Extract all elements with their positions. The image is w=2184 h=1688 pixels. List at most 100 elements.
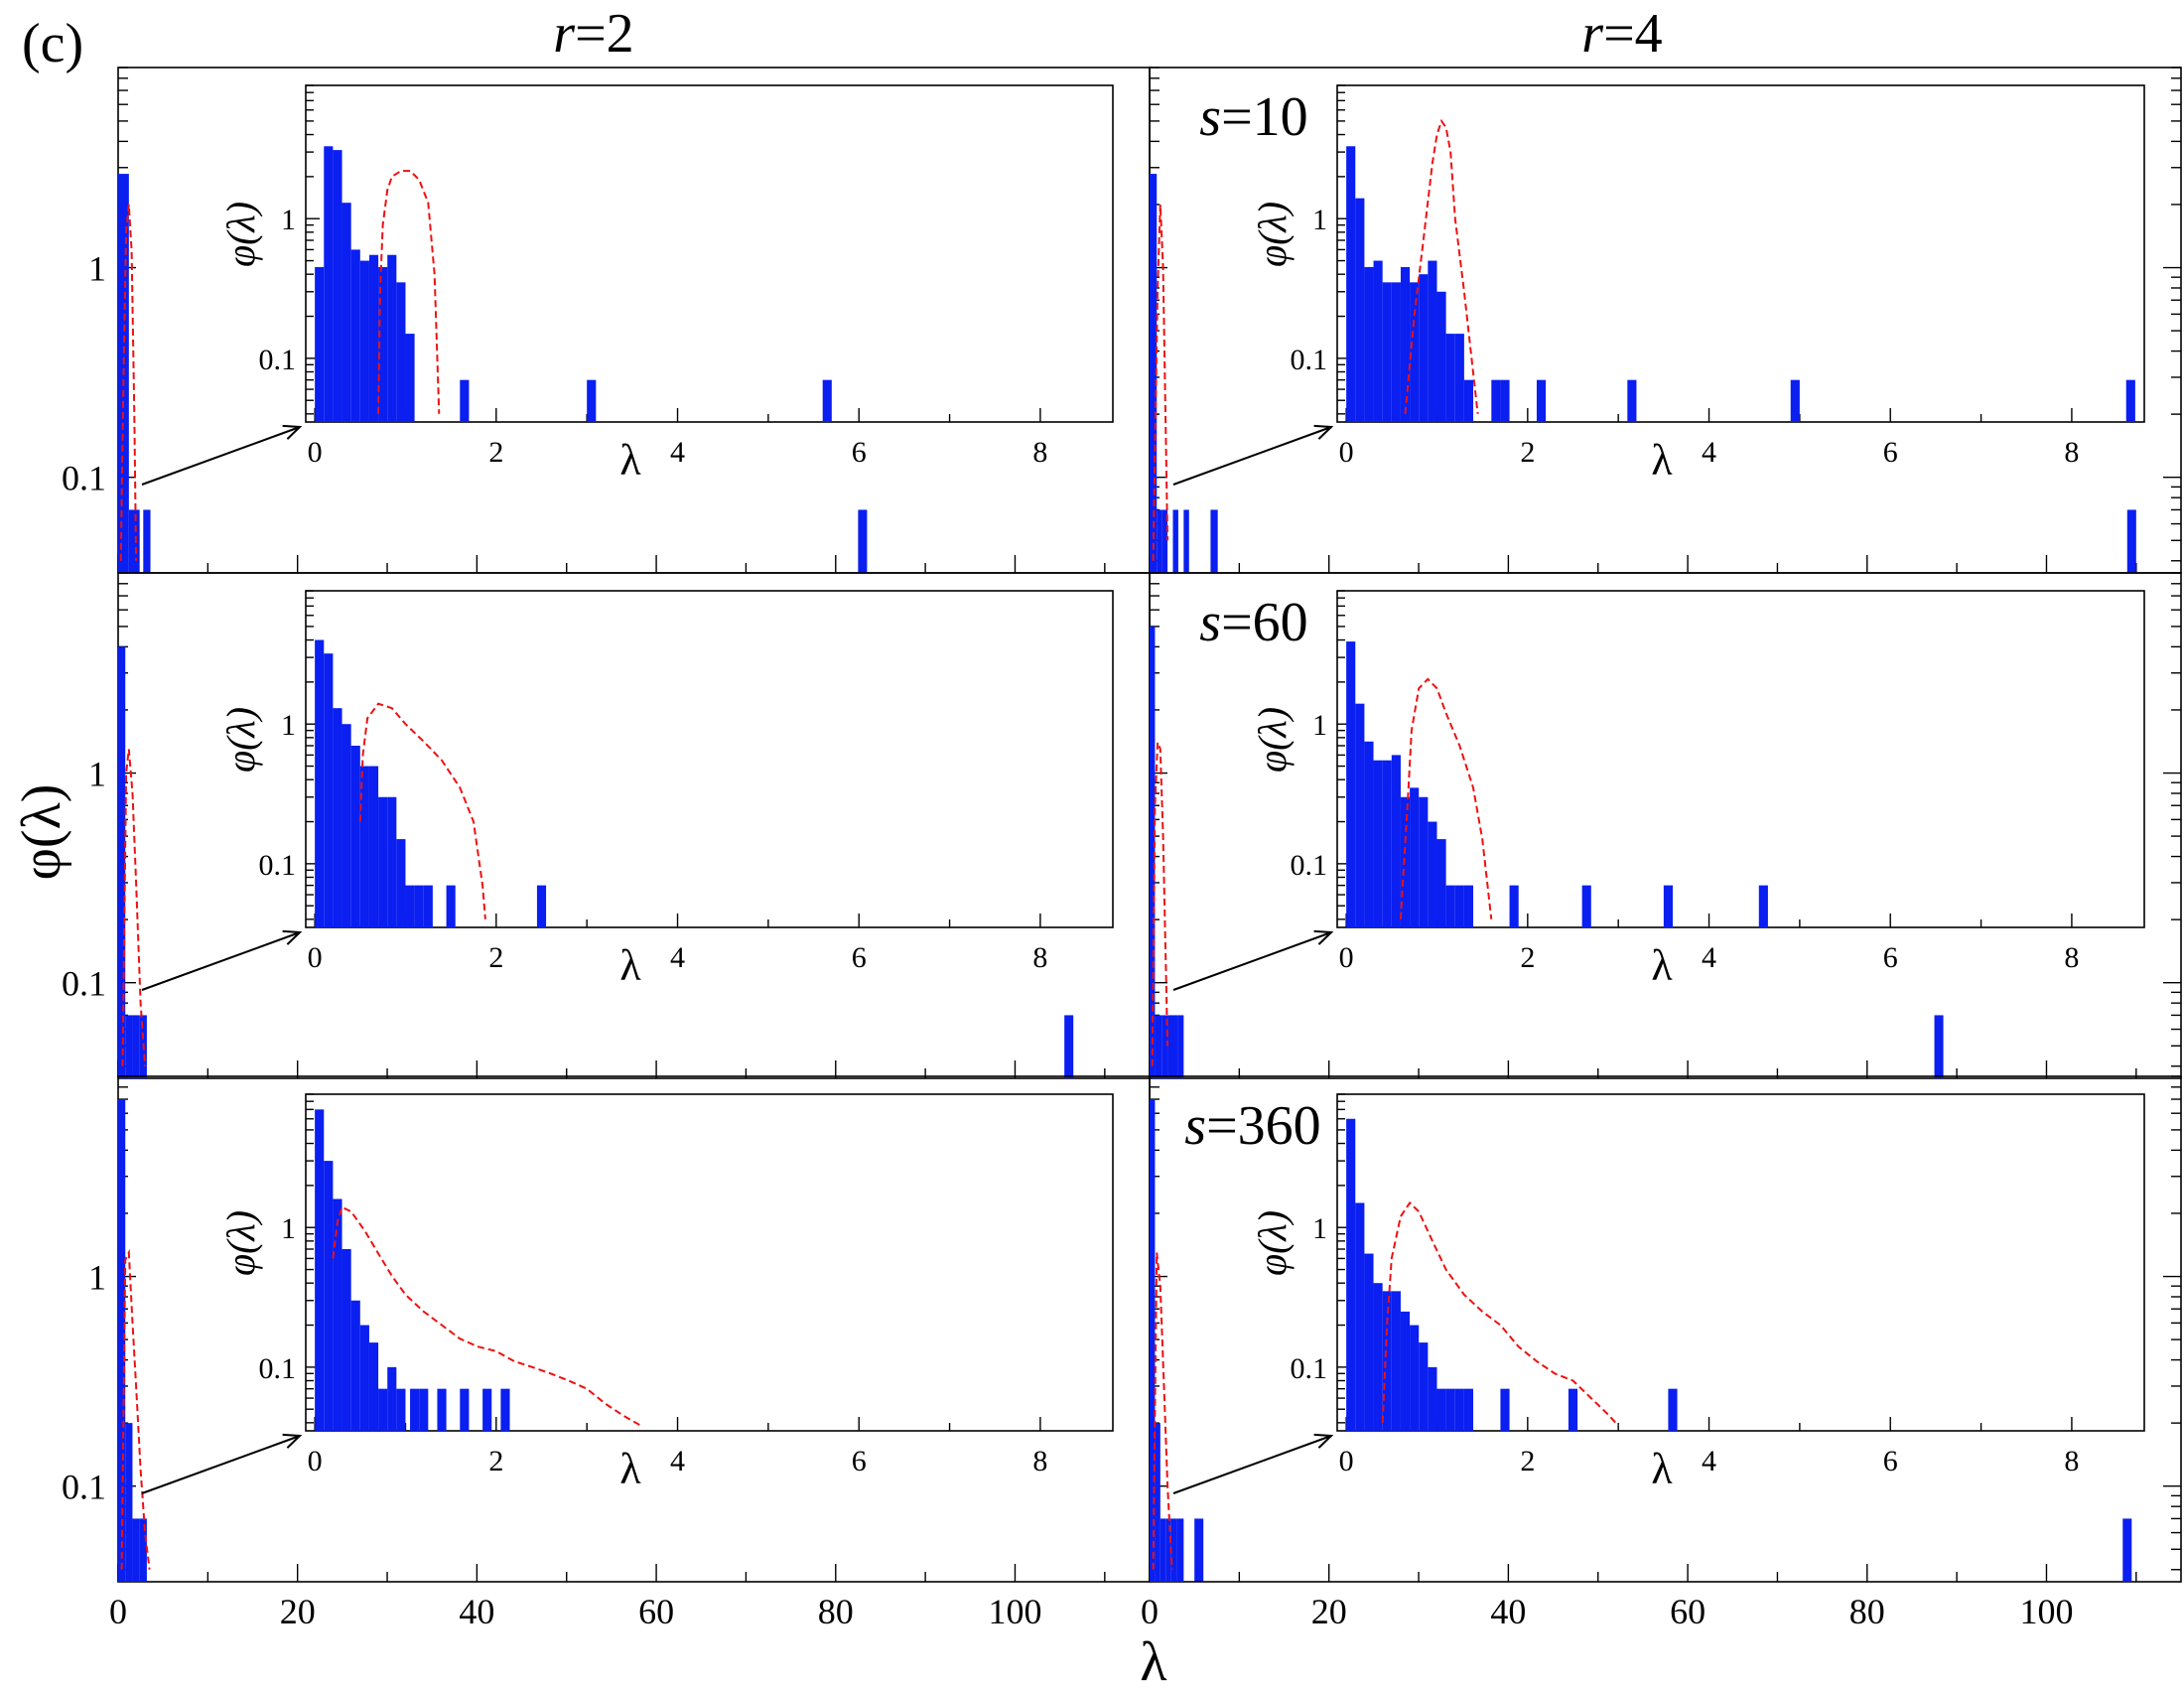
main-theory-curve xyxy=(120,1248,151,1570)
y-axis-title: φ(λ) xyxy=(11,784,72,881)
main-histogram-bar xyxy=(1183,509,1189,573)
main-frame xyxy=(117,1075,1151,1583)
y-axis-title-group: φ(λ) xyxy=(11,784,72,881)
inset-y-axis-title: φ(λ) xyxy=(1250,1210,1295,1276)
inset-histogram-bar xyxy=(333,150,342,423)
main-histogram-bar xyxy=(858,509,868,573)
inset-histogram-bar xyxy=(1355,703,1365,927)
inset-histogram-bar xyxy=(359,1325,369,1431)
main-histogram-bar xyxy=(1155,1015,1162,1078)
column-title-r4-var: r xyxy=(1581,3,1603,65)
main-histogram-bar xyxy=(1167,1015,1173,1078)
column-title-r2-var: r xyxy=(553,3,575,65)
inset-histogram-bar xyxy=(324,146,334,422)
inset-histogram-bar xyxy=(1346,641,1356,927)
inset-histogram-bar xyxy=(341,1249,351,1431)
inset-y-tick-label: 1 xyxy=(281,204,296,236)
main-histogram-bar xyxy=(1165,1518,1171,1582)
column-title-r2-value: =2 xyxy=(575,3,634,65)
main-histogram-bar xyxy=(125,1423,133,1582)
inset-x-tick-label: 2 xyxy=(488,436,503,469)
inset-histogram-bar xyxy=(1391,1291,1401,1431)
inset-frame xyxy=(1336,84,2145,423)
inset-histogram-bar xyxy=(1346,146,1356,422)
inset-histogram-bar xyxy=(1346,1118,1356,1431)
inset-histogram-bar xyxy=(378,796,388,927)
panel-label: (c) xyxy=(22,13,83,74)
inset-histogram-bar xyxy=(419,1388,429,1431)
inset-histogram-bar xyxy=(423,885,433,927)
inset-histogram-bar xyxy=(1454,885,1464,927)
inset-histogram-bar xyxy=(341,203,351,422)
inset-histogram-bar xyxy=(1382,760,1392,927)
main-y-tick-label: 1 xyxy=(88,1258,106,1298)
inset-x-tick-label: 6 xyxy=(1883,436,1898,469)
inset-histogram-bar xyxy=(1463,885,1474,927)
main-histogram-bar xyxy=(1172,509,1178,573)
inset-histogram-bar xyxy=(1491,379,1501,422)
zoom-arrow-line xyxy=(1172,1435,1332,1494)
panel-r4-s360: 0 20 40 60 80 100 0.1 1 0 2 4 6 8 φ(λ) λ s=360 xyxy=(1141,1075,2182,1631)
inset-histogram-bar xyxy=(536,885,547,927)
main-x-tick-label: 20 xyxy=(280,1592,316,1631)
inset-histogram-bar xyxy=(1627,379,1637,422)
zoom-arrow-head xyxy=(282,929,303,945)
inset-histogram-bar xyxy=(1355,1202,1365,1431)
inset-histogram-bar xyxy=(1373,760,1383,927)
main-histogram-bar xyxy=(118,646,126,1078)
main-x-tick-label: 0 xyxy=(1141,1592,1159,1631)
inset-y-tick-label: 1 xyxy=(1312,204,1327,236)
inset-histogram-bar xyxy=(460,1388,470,1431)
inset-x-tick-label: 0 xyxy=(1339,941,1354,974)
inset-frame xyxy=(1336,590,2145,928)
inset-histogram-bar xyxy=(333,708,342,927)
zoom-arrow-line xyxy=(1172,931,1332,991)
inset-histogram-bar xyxy=(1400,1311,1411,1431)
inset-histogram-bar xyxy=(1400,796,1411,927)
main-histogram-bar xyxy=(1176,1518,1184,1582)
inset-x-tick-label: 8 xyxy=(2064,436,2079,469)
inset-x-axis-title: λ xyxy=(619,941,641,990)
inset-histogram-bar xyxy=(324,653,334,927)
inset-histogram-bar xyxy=(414,885,424,927)
inset-histogram-bar xyxy=(333,1198,342,1431)
inset-histogram-bar xyxy=(1436,1388,1446,1431)
inset-histogram-bar xyxy=(1500,379,1510,422)
inset-histogram-bar xyxy=(350,746,360,927)
inset-histogram-bar xyxy=(500,1388,510,1431)
inset-theory-curve xyxy=(332,1205,642,1427)
inset-histogram-bar xyxy=(396,1388,406,1431)
inset-x-axis-title: λ xyxy=(619,436,641,485)
inset-histogram-bar xyxy=(2125,379,2135,422)
main-histogram-bar xyxy=(1210,509,1218,573)
main-histogram-bar xyxy=(1194,1518,1204,1582)
column-title-r2: r=2 xyxy=(553,3,633,65)
inset-histogram-bar xyxy=(1419,796,1429,927)
main-theory-curve xyxy=(121,749,147,1066)
inset-y-tick-label: 0.1 xyxy=(1291,1352,1328,1385)
inset-histogram-bar xyxy=(350,249,360,422)
inset-histogram-bar xyxy=(587,379,597,422)
inset-x-tick-label: 2 xyxy=(1520,1445,1535,1477)
inset-histogram-bar xyxy=(1454,1388,1464,1431)
inset-histogram-bar xyxy=(405,334,415,422)
panel-r2-s360: 0.1 1 0 20 40 60 80 100 0.1 1 0 2 4 6 8 φ(λ) λ xyxy=(62,1075,1204,1631)
main-histogram-bar xyxy=(128,509,140,573)
inset-x-tick-label: 8 xyxy=(1032,941,1047,974)
main-x-tick-label: 60 xyxy=(1670,1592,1706,1631)
inset-histogram-bar xyxy=(1364,741,1374,927)
inset-y-axis-title: φ(λ) xyxy=(218,707,263,773)
inset-histogram-bar xyxy=(1436,839,1446,927)
main-histogram-bar xyxy=(143,509,151,573)
main-histogram-bar xyxy=(1160,1518,1166,1582)
inset-histogram-bar xyxy=(1382,1291,1392,1431)
row-label-s10: s=10 xyxy=(1199,86,1307,148)
x-axis-title: λ xyxy=(1140,1631,1166,1688)
main-histogram-bar xyxy=(1155,1423,1160,1582)
main-y-tick-label: 0.1 xyxy=(62,459,106,498)
inset-histogram-bar xyxy=(1536,379,1547,422)
inset-histogram-bar xyxy=(1445,334,1455,422)
main-histogram-bar xyxy=(1064,1015,1074,1078)
inset-histogram-bar xyxy=(350,1300,360,1431)
